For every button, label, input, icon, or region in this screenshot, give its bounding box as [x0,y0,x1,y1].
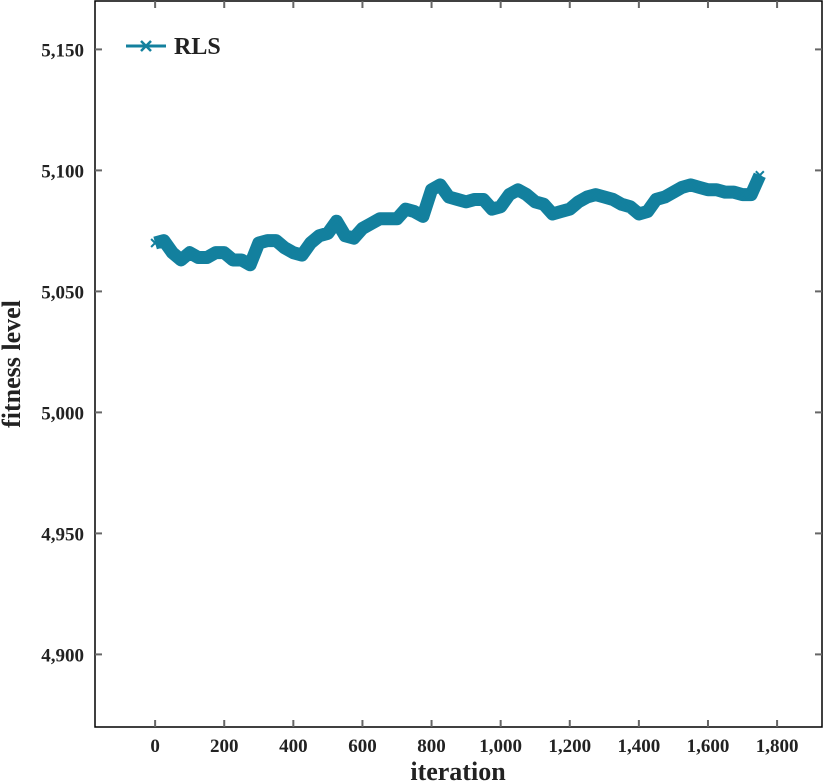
point-marker [279,243,290,253]
point-marker [383,214,394,224]
x-tick-label: 1,200 [548,736,591,757]
point-marker [582,192,592,202]
x-tick-label: 0 [150,736,160,757]
point-marker [271,235,281,246]
point-marker [565,204,575,214]
point-marker [357,223,368,234]
point-marker [314,231,324,241]
point-marker [729,187,739,197]
point-marker [167,247,178,258]
y-tick-label: 5,100 [41,161,84,182]
point-marker [616,199,627,209]
plot-frame [94,0,823,728]
point-marker [288,247,299,258]
point-marker [331,216,342,226]
point-marker [599,192,610,202]
point-marker [349,233,359,243]
x-axis-title: iteration [410,757,506,784]
x-tick-label: 1,800 [756,736,799,757]
point-marker [323,228,333,239]
point-marker [651,194,661,205]
point-marker [677,182,687,193]
point-marker [176,255,186,265]
point-marker [435,180,445,190]
point-marker [685,180,696,190]
point-marker [219,247,229,258]
point-marker [150,238,160,248]
point-marker [495,201,506,212]
x-tick-label: 1,600 [687,736,730,757]
point-marker [228,255,238,265]
point-marker [625,201,635,212]
point-marker [521,189,532,200]
point-marker [254,238,264,248]
y-axis-title: fitness level [0,300,26,428]
point-marker [547,209,558,219]
point-marker [590,189,601,200]
x-tick-label: 200 [210,736,239,757]
point-marker [297,250,307,260]
point-marker [210,247,221,258]
point-marker [184,247,195,258]
point-marker [711,185,722,195]
point-marker [755,170,765,180]
point-marker [193,252,204,263]
point-marker [236,255,247,265]
y-tick-label: 4,900 [41,645,84,666]
y-tick-label: 5,150 [41,40,84,61]
point-marker [556,206,566,217]
point-marker [444,192,454,202]
point-marker [608,194,618,205]
point-marker [504,189,515,200]
point-marker [340,231,350,241]
point-marker [703,185,713,195]
point-marker [426,185,437,195]
y-tick-label: 5,050 [41,282,84,303]
x-tick-label: 800 [417,736,446,757]
point-marker [530,197,540,207]
point-marker [305,238,316,248]
point-marker [660,192,670,202]
point-marker [262,235,273,246]
point-marker [418,211,428,222]
point-marker [478,194,489,205]
y-tick-label: 4,950 [41,524,84,545]
point-marker [245,260,255,270]
point-marker [202,252,212,263]
point-marker [573,197,584,207]
point-marker [642,206,653,217]
point-marker [746,189,756,200]
legend-marker [140,40,152,52]
point-marker [539,199,549,209]
legend-label: RLS [174,34,221,60]
point-marker [452,194,463,205]
point-marker [375,214,385,224]
x-tick-label: 600 [348,736,377,757]
x-tick-label: 1,000 [479,736,522,757]
point-marker [409,206,419,217]
point-marker [392,214,402,224]
point-marker [634,209,644,219]
point-marker [487,204,497,214]
point-marker [159,235,169,246]
x-tick-label: 1,400 [617,736,660,757]
point-marker [694,182,705,193]
point-marker [668,187,679,197]
point-marker [737,189,748,200]
point-marker [461,197,471,207]
point-marker [513,185,523,195]
point-marker [400,204,411,214]
point-marker [366,218,376,229]
point-marker [470,194,480,205]
y-tick-label: 5,000 [41,403,84,424]
point-marker [720,187,730,197]
x-tick-label: 400 [279,736,308,757]
